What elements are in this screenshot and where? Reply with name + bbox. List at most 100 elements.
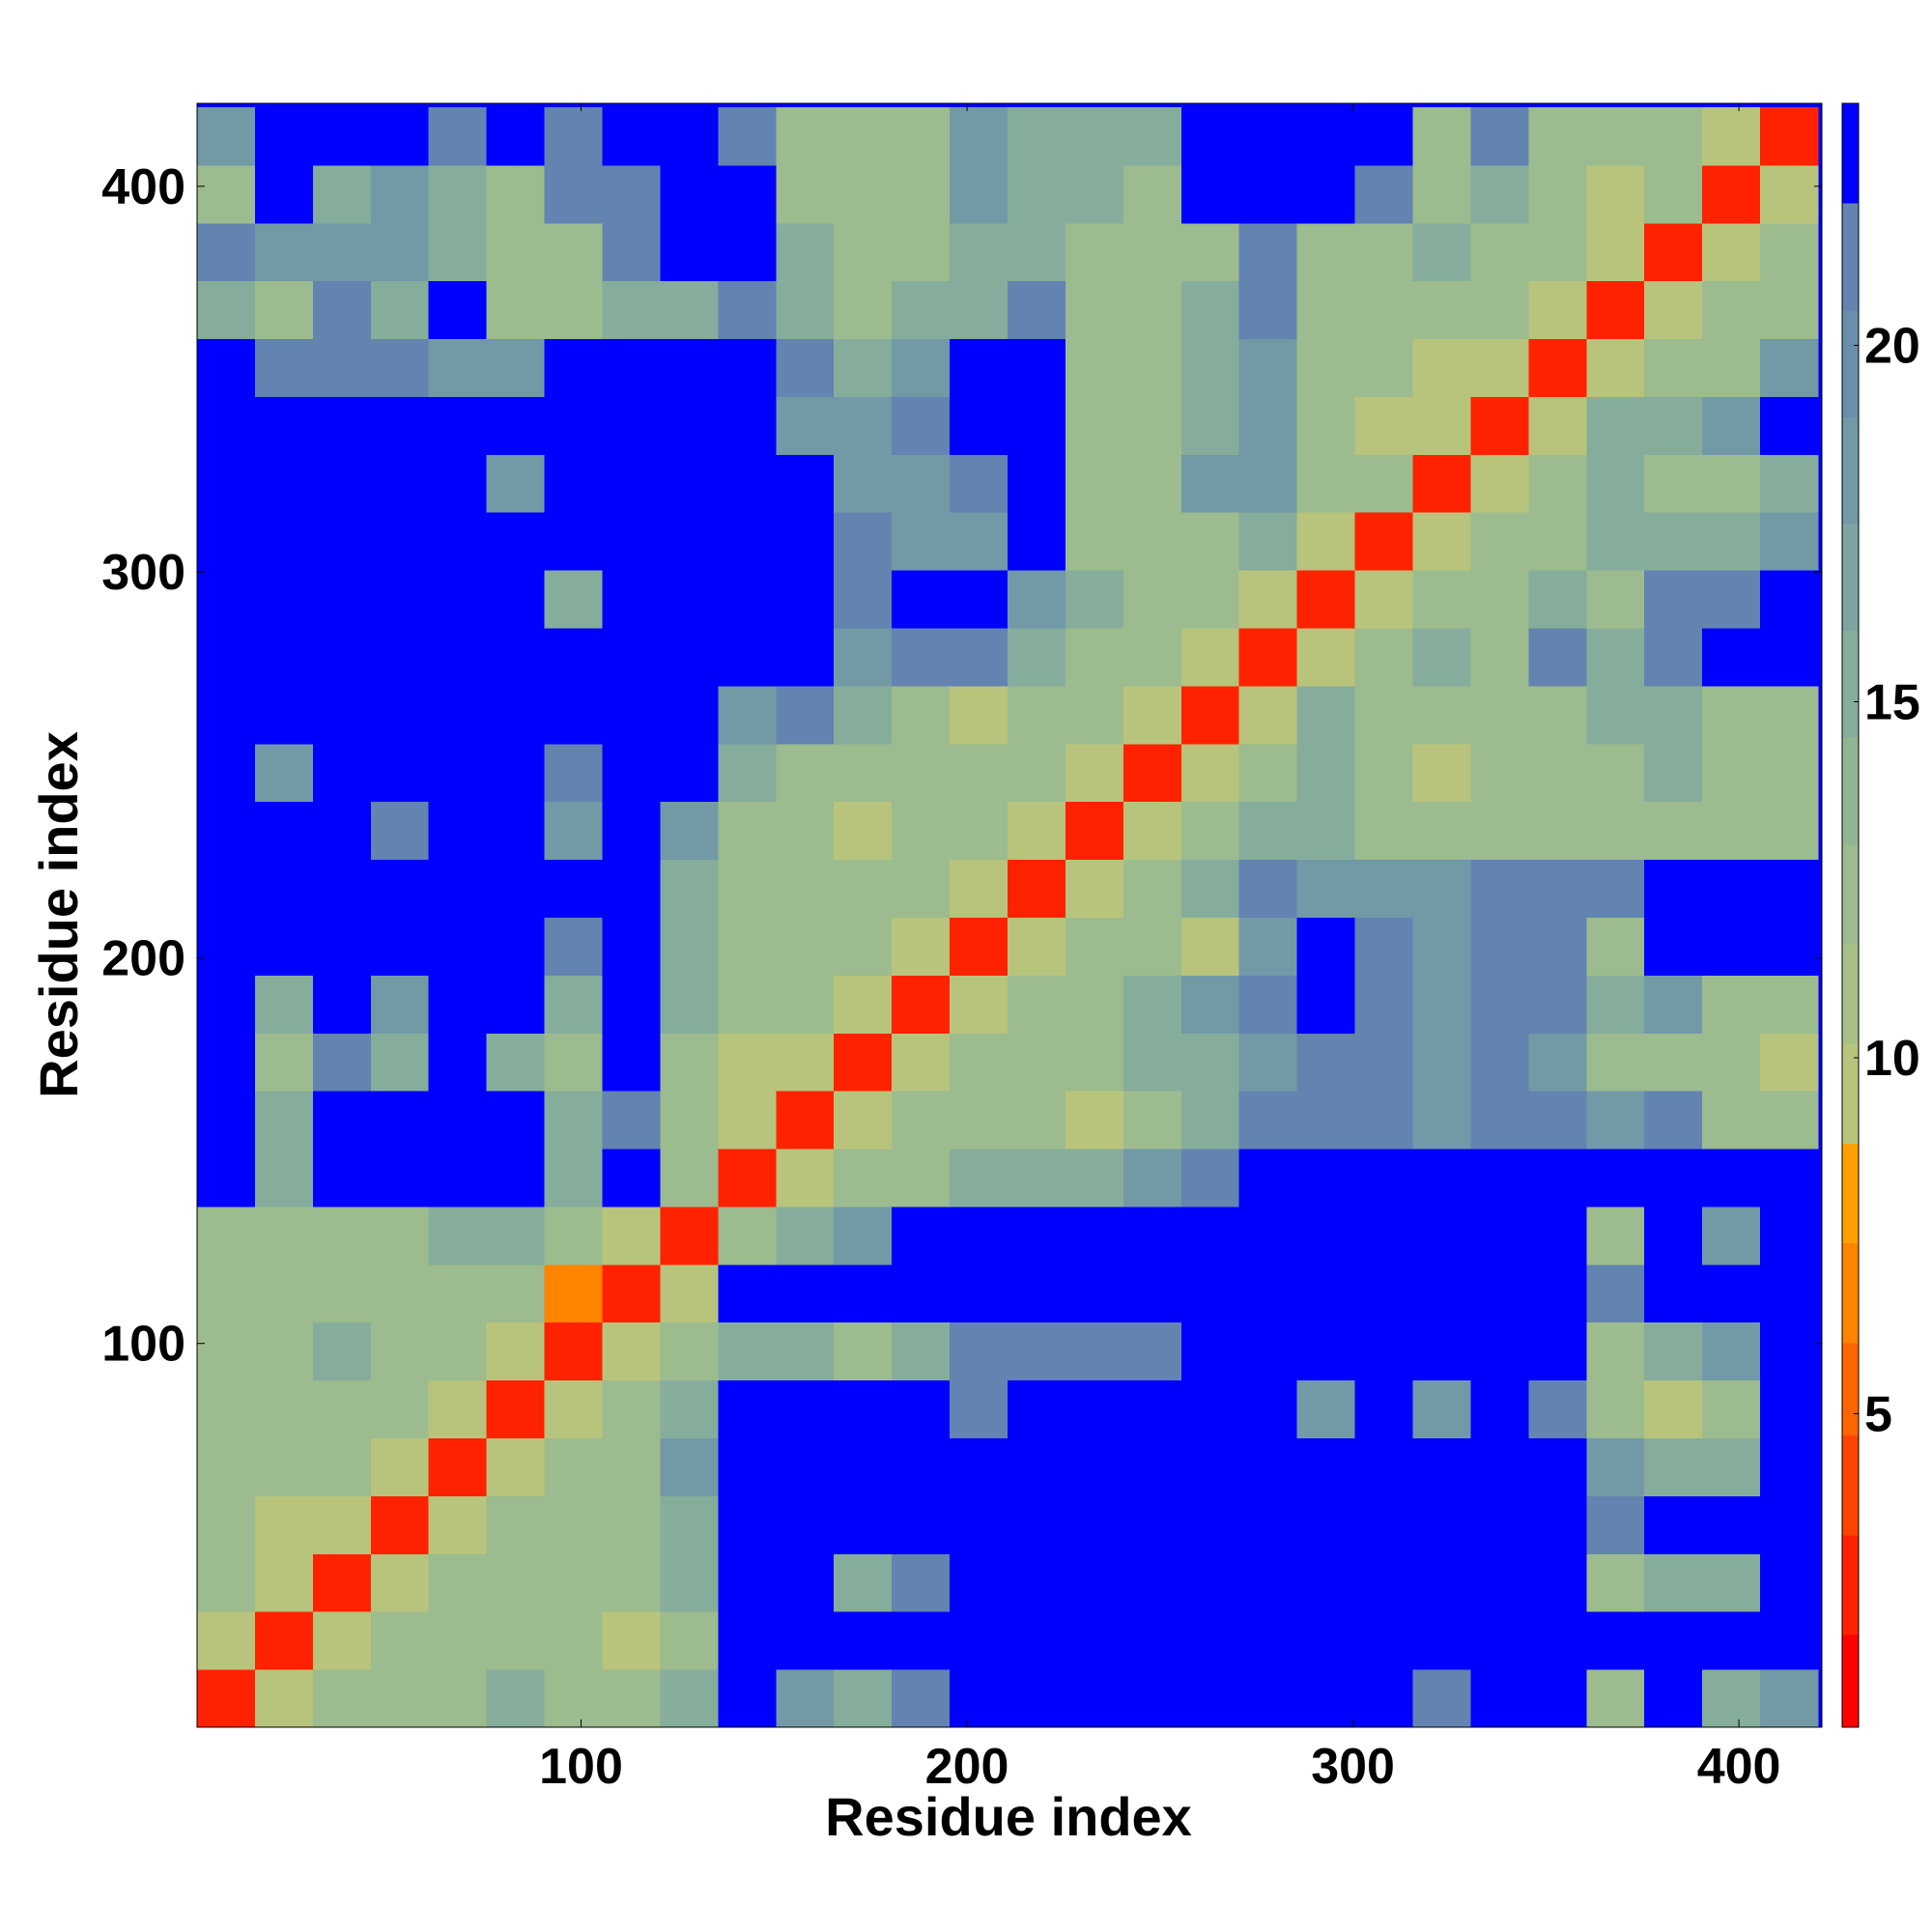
heatmap-cell bbox=[1528, 570, 1587, 629]
heatmap-cell bbox=[254, 975, 314, 1034]
heatmap-cell bbox=[1008, 1437, 1066, 1496]
heatmap-cell bbox=[1008, 1206, 1066, 1265]
heatmap-cell bbox=[312, 975, 372, 1034]
heatmap-cell bbox=[370, 1321, 430, 1381]
heatmap-cell bbox=[1008, 106, 1066, 166]
heatmap-cell bbox=[1470, 685, 1529, 745]
heatmap-cell bbox=[1644, 1611, 1703, 1670]
heatmap-cell bbox=[428, 106, 488, 166]
heatmap-cell bbox=[776, 164, 835, 224]
heatmap-cell bbox=[1586, 1149, 1645, 1208]
heatmap-cell bbox=[1586, 743, 1645, 803]
heatmap-cell bbox=[1412, 1264, 1471, 1323]
heatmap-cell bbox=[718, 1206, 777, 1265]
heatmap-cell bbox=[428, 685, 488, 745]
heatmap-cell bbox=[1180, 1611, 1240, 1670]
heatmap-cell bbox=[1296, 628, 1356, 687]
heatmap-cell bbox=[1065, 1321, 1124, 1381]
heatmap-cell bbox=[602, 1264, 661, 1323]
heatmap-cell bbox=[1065, 1379, 1124, 1439]
heatmap-cell bbox=[1412, 164, 1471, 224]
heatmap-cell bbox=[428, 1321, 488, 1381]
heatmap-cell bbox=[1470, 512, 1529, 571]
heatmap-cell bbox=[1528, 1149, 1587, 1208]
heatmap-cell bbox=[660, 1437, 719, 1496]
heatmap-cell bbox=[718, 1091, 777, 1150]
heatmap-cell bbox=[950, 1091, 1009, 1150]
heatmap-cell bbox=[428, 1437, 488, 1496]
heatmap-cell bbox=[660, 917, 719, 976]
heatmap-cell bbox=[312, 570, 372, 629]
heatmap-cell bbox=[1470, 1379, 1529, 1439]
heatmap-cell bbox=[544, 454, 604, 513]
heatmap-cell bbox=[1644, 1149, 1703, 1208]
heatmap-cell bbox=[370, 1495, 430, 1554]
heatmap-cell bbox=[1760, 106, 1819, 166]
heatmap-cell bbox=[312, 1091, 372, 1150]
heatmap-cell bbox=[544, 628, 604, 687]
heatmap-cell bbox=[1470, 1149, 1529, 1208]
heatmap-cell bbox=[1528, 1611, 1587, 1670]
heatmap-cell bbox=[602, 859, 661, 918]
heatmap-cell bbox=[834, 975, 893, 1034]
heatmap-cell bbox=[428, 628, 488, 687]
heatmap-cell bbox=[892, 628, 951, 687]
heatmap-cell bbox=[1354, 1437, 1414, 1496]
heatmap-cell bbox=[1008, 801, 1066, 861]
heatmap-cell bbox=[1586, 1206, 1645, 1265]
heatmap-cell bbox=[602, 685, 661, 745]
heatmap-cell bbox=[1008, 1264, 1066, 1323]
colorbar-band bbox=[1842, 1534, 1859, 1635]
heatmap-cell bbox=[312, 1379, 372, 1439]
heatmap-cell bbox=[312, 917, 372, 976]
heatmap-cell bbox=[1760, 917, 1819, 976]
heatmap-cell bbox=[1008, 1495, 1066, 1554]
heatmap-cell bbox=[718, 1669, 777, 1728]
heatmap-cell bbox=[1470, 628, 1529, 687]
heatmap-cell bbox=[1354, 1091, 1414, 1150]
heatmap-cell bbox=[1702, 975, 1761, 1034]
heatmap-cell bbox=[950, 975, 1009, 1034]
heatmap-cell bbox=[1644, 743, 1703, 803]
heatmap-cell bbox=[312, 1264, 372, 1323]
heatmap-cell bbox=[370, 801, 430, 861]
heatmap-cell bbox=[370, 1553, 430, 1612]
heatmap-cell bbox=[1354, 1611, 1414, 1670]
heatmap-cell bbox=[834, 1669, 893, 1728]
heatmap-cell bbox=[1470, 1669, 1529, 1728]
heatmap-cell bbox=[486, 338, 546, 397]
heatmap-cell bbox=[1702, 454, 1761, 513]
heatmap-cell bbox=[1296, 1321, 1356, 1381]
heatmap-cell bbox=[254, 106, 314, 166]
heatmap-cell bbox=[718, 222, 777, 282]
heatmap-cell bbox=[428, 1264, 488, 1323]
heatmap-cell bbox=[602, 454, 661, 513]
heatmap-cell bbox=[1238, 454, 1298, 513]
heatmap-cell bbox=[254, 1321, 314, 1381]
heatmap-cell bbox=[486, 1495, 546, 1554]
heatmap-cell bbox=[1702, 1669, 1761, 1728]
heatmap-cell bbox=[660, 1611, 719, 1670]
heatmap-cell bbox=[1528, 685, 1587, 745]
heatmap-cell bbox=[1354, 1033, 1414, 1092]
heatmap-cell bbox=[370, 1669, 430, 1728]
heatmap-cell bbox=[1354, 859, 1414, 918]
heatmap-cell bbox=[1180, 1149, 1240, 1208]
heatmap-cell bbox=[602, 1669, 661, 1728]
heatmap-cell bbox=[254, 1091, 314, 1150]
heatmap-cell bbox=[1008, 1669, 1066, 1728]
heatmap-cell bbox=[1296, 106, 1356, 166]
heatmap-cell bbox=[1702, 1264, 1761, 1323]
heatmap-cell bbox=[254, 917, 314, 976]
heatmap-cell bbox=[370, 396, 430, 455]
heatmap-cell bbox=[544, 396, 604, 455]
heatmap-cell bbox=[1180, 164, 1240, 224]
heatmap-cell bbox=[776, 338, 835, 397]
y-tick-label: 200 bbox=[101, 930, 185, 986]
heatmap-cell bbox=[1760, 396, 1819, 455]
heatmap-cell bbox=[544, 280, 604, 340]
heatmap-cell bbox=[1412, 859, 1471, 918]
heatmap-cell bbox=[834, 1206, 893, 1265]
heatmap-cell bbox=[1180, 1091, 1240, 1150]
y-tick-label: 400 bbox=[101, 159, 185, 215]
